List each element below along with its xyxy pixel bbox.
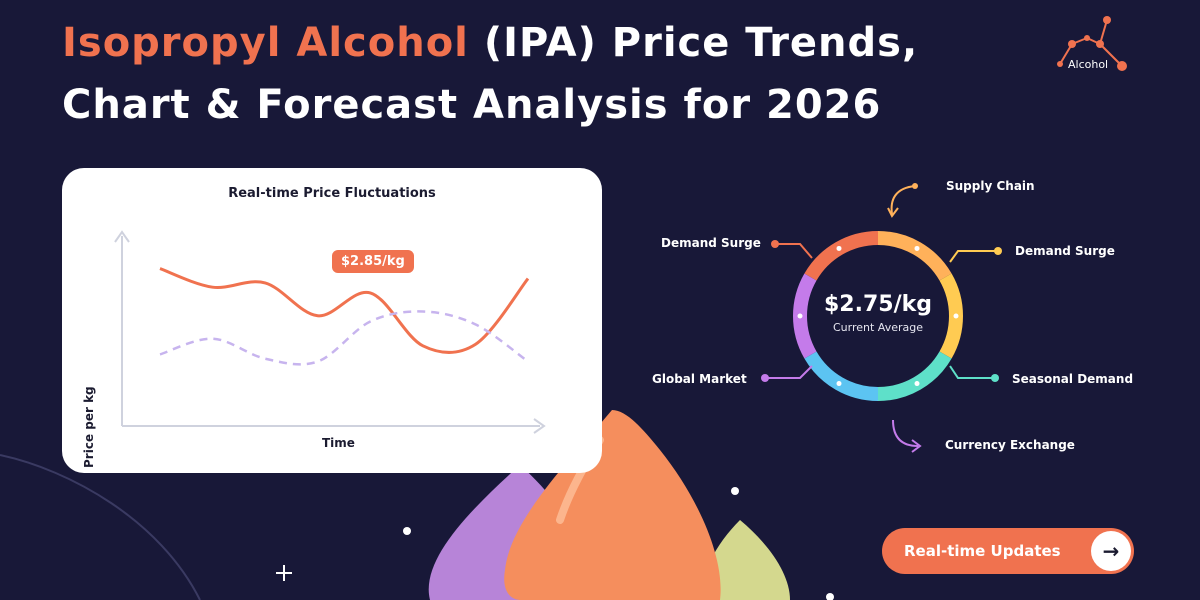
series-line-1 [159, 267, 530, 355]
price-annotation: $2.85/kg [332, 250, 414, 273]
connector-seasonal-demand [949, 365, 995, 379]
x-axis-arrow-icon [533, 418, 546, 434]
logo-label: Alcohol [1068, 58, 1109, 71]
x-axis-label: Time [322, 436, 355, 450]
connector-demand-surge-right [949, 250, 998, 263]
series-layer [159, 267, 530, 366]
current-average-label: Current Average [833, 321, 923, 334]
label-currency-exchange: Currency Exchange [945, 438, 1075, 452]
connector-global-market [765, 365, 813, 379]
orange-drop-icon [504, 410, 721, 600]
connector-currency-exchange [892, 419, 919, 447]
y-axis-arrow-icon [114, 230, 130, 243]
donut-marker-dot [914, 381, 920, 387]
star-dot [403, 527, 411, 535]
star-dot [731, 487, 739, 495]
cta-label: Real-time Updates [904, 542, 1061, 560]
chart-title: Real-time Price Fluctuations [228, 186, 436, 201]
donut-marker-dot [953, 313, 959, 319]
label-supply-chain: Supply Chain [946, 179, 1035, 193]
current-average-value: $2.75/kg [823, 292, 932, 317]
swoosh-line [0, 454, 201, 600]
chart-axes [114, 230, 546, 434]
donut-marker-dot [836, 245, 842, 251]
donut-marker-dot [914, 245, 920, 251]
title-accent: Isopropyl Alcohol [62, 20, 469, 66]
donut-chart [793, 231, 963, 401]
molecule-logo-icon [1057, 16, 1127, 71]
page-title: Isopropyl Alcohol (IPA) Price Trends, [62, 20, 918, 66]
arrow-icon [911, 439, 922, 453]
real-time-updates-button[interactable]: Real-time Updates → [882, 528, 1134, 574]
arrow-icon [887, 207, 899, 218]
donut-marker-dot [797, 313, 803, 319]
arrow-right-icon[interactable]: → [1091, 531, 1131, 571]
title-rest: (IPA) Price Trends, [468, 20, 919, 66]
line-chart [114, 230, 546, 434]
page-subtitle: Chart & Forecast Analysis for 2026 [62, 82, 882, 128]
sparkle-icon [276, 565, 292, 581]
star-dot [826, 593, 834, 600]
price-chart-card: Real-time Price Fluctuations Price per k… [62, 168, 602, 473]
label-global-market: Global Market [652, 372, 747, 386]
label-seasonal-demand: Seasonal Demand [1012, 372, 1134, 386]
series-line-2 [159, 310, 529, 366]
yellow-drop-icon [700, 520, 790, 600]
label-demand-surge-right: Demand Surge [1015, 244, 1115, 258]
donut-marker-dot [836, 381, 842, 387]
connector-supply-chain [890, 185, 916, 215]
label-demand-surge-left: Demand Surge [661, 236, 761, 250]
connector-demand-surge-left [775, 243, 813, 259]
